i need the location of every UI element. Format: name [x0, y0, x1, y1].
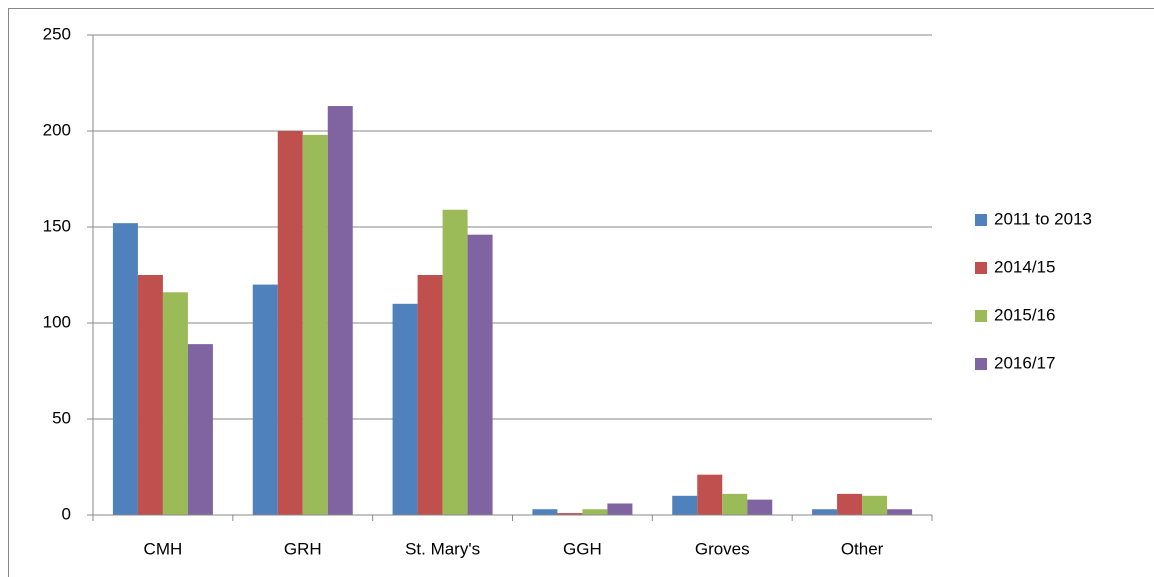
bar — [162, 292, 188, 515]
bar — [302, 134, 328, 515]
bar — [862, 495, 888, 515]
legend-swatch — [975, 262, 987, 274]
bar — [112, 223, 138, 515]
bar — [582, 509, 608, 515]
bar — [837, 493, 863, 515]
x-tick-label: GRH — [284, 539, 322, 558]
bar — [417, 275, 443, 515]
y-tick-label: 200 — [43, 120, 71, 139]
bar — [557, 513, 583, 515]
y-tick-label: 250 — [43, 24, 71, 43]
x-tick-label: Groves — [695, 539, 750, 558]
legend-label: 2015/16 — [994, 305, 1055, 324]
bar — [442, 209, 468, 515]
legend-swatch — [975, 214, 987, 226]
bar — [392, 303, 418, 515]
legend-label: 2014/15 — [994, 257, 1055, 276]
x-tick-label: GGH — [563, 539, 602, 558]
bar — [532, 509, 558, 515]
bar — [697, 474, 723, 515]
bar — [747, 499, 773, 515]
bar — [812, 509, 838, 515]
x-tick-label: CMH — [144, 539, 183, 558]
bar — [607, 503, 633, 515]
legend-label: 2011 to 2013 — [994, 209, 1092, 228]
bar — [187, 344, 213, 515]
bar — [672, 495, 698, 515]
bar — [467, 234, 493, 515]
legend-label: 2016/17 — [994, 353, 1055, 372]
bar — [137, 275, 163, 515]
y-tick-label: 100 — [43, 312, 71, 331]
bar — [722, 493, 748, 515]
bar — [887, 509, 913, 515]
y-tick-label: 0 — [62, 504, 71, 523]
bar — [327, 106, 353, 515]
y-tick-label: 150 — [43, 216, 71, 235]
x-tick-label: St. Mary's — [405, 539, 480, 558]
bar — [252, 284, 278, 515]
y-tick-label: 50 — [52, 408, 71, 427]
legend-swatch — [975, 310, 987, 322]
bar — [277, 131, 303, 515]
chart-border — [8, 8, 1154, 577]
x-tick-label: Other — [841, 539, 884, 558]
legend-swatch — [975, 358, 987, 370]
